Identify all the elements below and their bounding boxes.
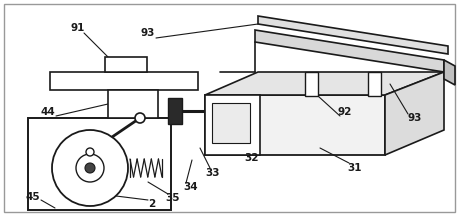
Polygon shape (444, 60, 455, 85)
Text: 32: 32 (245, 153, 259, 163)
Text: 44: 44 (41, 107, 56, 117)
Polygon shape (105, 57, 147, 72)
Polygon shape (305, 72, 318, 96)
Circle shape (76, 154, 104, 182)
Polygon shape (28, 118, 171, 210)
Polygon shape (108, 90, 158, 118)
Text: 33: 33 (206, 168, 220, 178)
Text: 93: 93 (141, 28, 155, 38)
Polygon shape (205, 95, 260, 155)
Polygon shape (168, 98, 182, 124)
Polygon shape (205, 72, 444, 95)
Circle shape (135, 113, 145, 123)
Text: 31: 31 (348, 163, 362, 173)
Text: 91: 91 (71, 23, 85, 33)
Polygon shape (258, 16, 448, 54)
Text: 2: 2 (148, 199, 156, 209)
Polygon shape (4, 4, 455, 212)
Text: 92: 92 (338, 107, 352, 117)
Text: 45: 45 (26, 192, 40, 202)
Circle shape (86, 148, 94, 156)
Polygon shape (385, 72, 444, 155)
Circle shape (52, 130, 128, 206)
Text: 35: 35 (166, 193, 180, 203)
Polygon shape (212, 103, 250, 143)
Text: 34: 34 (184, 182, 198, 192)
Polygon shape (255, 30, 444, 72)
Text: 93: 93 (408, 113, 422, 123)
Polygon shape (205, 95, 385, 155)
Polygon shape (50, 72, 198, 90)
Polygon shape (368, 72, 381, 96)
Circle shape (85, 163, 95, 173)
